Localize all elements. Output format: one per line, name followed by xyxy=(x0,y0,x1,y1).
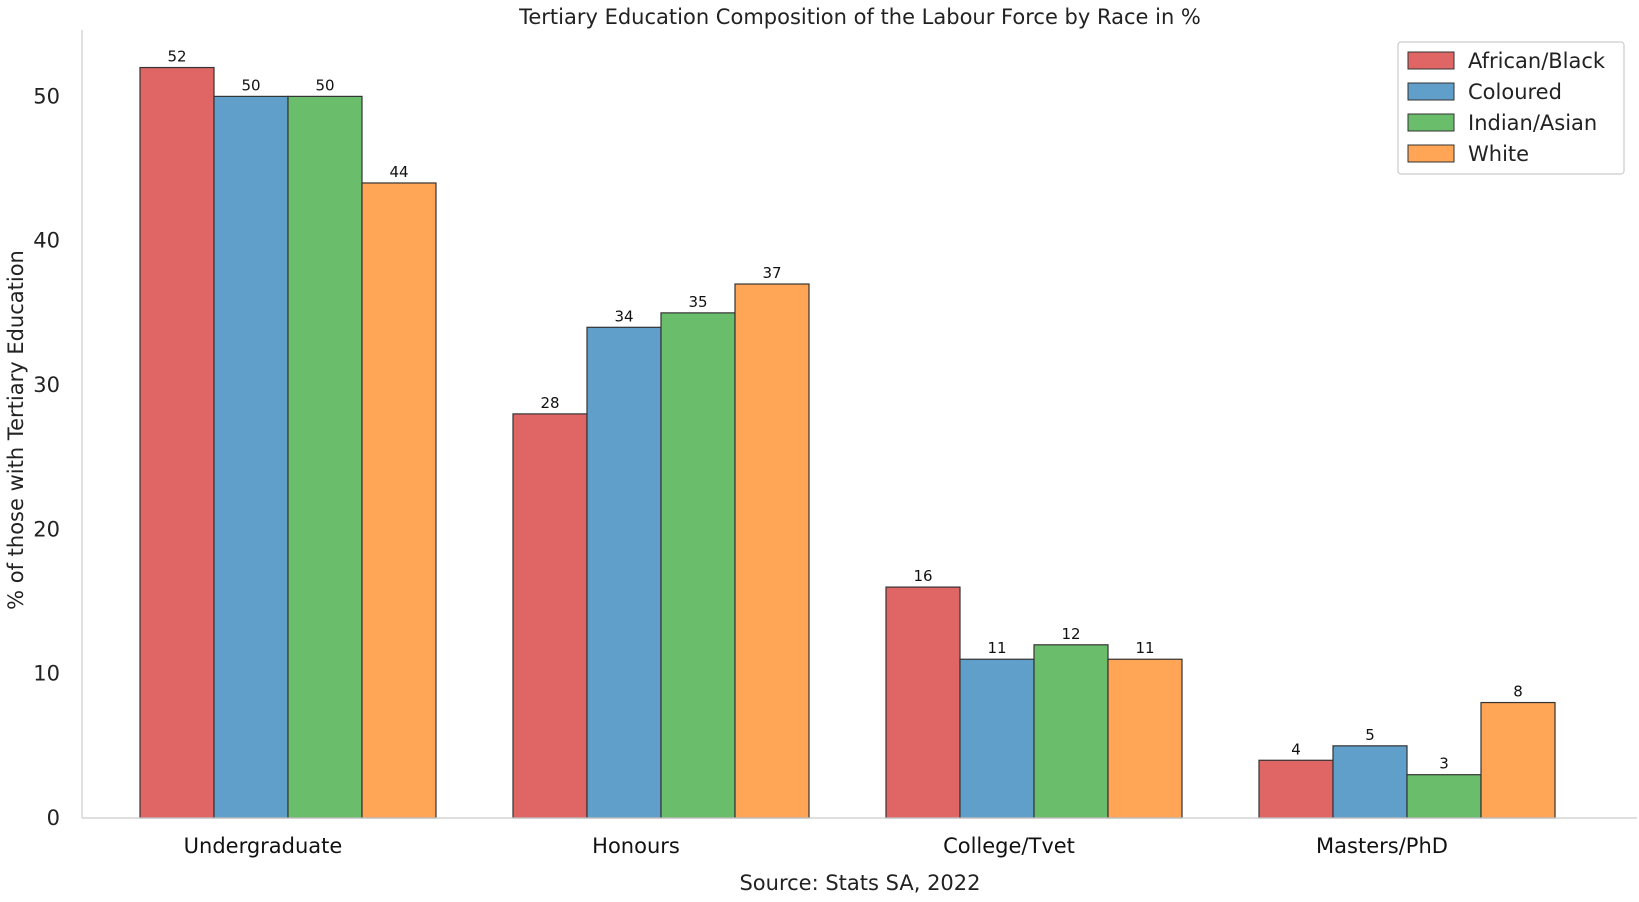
bar-white-college-tvet xyxy=(1107,658,1183,819)
bar-coloured-undergraduate xyxy=(213,95,289,819)
data-label: 5 xyxy=(1365,726,1375,744)
x-tick-label: Honours xyxy=(592,834,680,858)
bar-african-black-masters-phd xyxy=(1258,759,1334,819)
data-label: 52 xyxy=(167,48,186,66)
data-label: 4 xyxy=(1291,740,1301,758)
y-axis-title: % of those with Tertiary Education xyxy=(4,250,28,610)
y-axis-ticks: 0 10 20 30 40 50 xyxy=(33,84,60,830)
y-tick-label: 0 xyxy=(47,806,60,830)
legend-frame xyxy=(1397,41,1625,175)
data-label: 50 xyxy=(241,76,260,94)
data-label: 8 xyxy=(1513,683,1523,701)
y-tick-label: 50 xyxy=(33,84,60,108)
data-label: 44 xyxy=(389,163,408,181)
y-tick-label: 30 xyxy=(33,373,60,397)
y-tick-label: 40 xyxy=(33,229,60,253)
bar-white-undergraduate xyxy=(361,182,437,819)
bar-indian-asian-undergraduate xyxy=(287,95,363,819)
data-label: 35 xyxy=(688,293,707,311)
x-tick-label: College/Tvet xyxy=(943,834,1075,858)
x-axis-title: Source: Stats SA, 2022 xyxy=(739,871,980,895)
y-tick-label: 20 xyxy=(33,517,60,541)
bar-african-black-undergraduate xyxy=(139,66,215,819)
data-labels-group: 52 50 50 44 28 34 35 37 16 11 12 11 4 5 3 8 xyxy=(167,48,1522,773)
legend-label: Indian/Asian xyxy=(1468,111,1597,135)
legend-label: White xyxy=(1468,142,1529,166)
data-label: 16 xyxy=(913,567,932,585)
y-tick-label: 10 xyxy=(33,662,60,686)
legend-swatch xyxy=(1407,82,1455,101)
data-label: 34 xyxy=(614,307,633,325)
bar-african-black-honours xyxy=(512,413,588,819)
data-label: 50 xyxy=(315,76,334,94)
data-label: 11 xyxy=(987,639,1006,657)
data-label: 28 xyxy=(540,394,559,412)
legend-swatch xyxy=(1407,144,1455,163)
chart-title: Tertiary Education Composition of the La… xyxy=(518,5,1201,29)
bar-coloured-honours xyxy=(586,326,662,819)
data-label: 11 xyxy=(1135,639,1154,657)
legend-label: Coloured xyxy=(1468,80,1562,104)
bar-white-honours xyxy=(734,283,810,819)
x-tick-label: Masters/PhD xyxy=(1316,834,1448,858)
legend-label: African/Black xyxy=(1468,49,1606,73)
bar-indian-asian-masters-phd xyxy=(1406,774,1482,819)
bar-coloured-college-tvet xyxy=(959,658,1035,819)
data-label: 3 xyxy=(1439,755,1449,773)
legend-swatch xyxy=(1407,51,1455,70)
bars-group xyxy=(139,66,1556,819)
x-tick-label: Undergraduate xyxy=(184,834,343,858)
category-labels-group: Undergraduate Honours College/Tvet Masters/… xyxy=(184,834,1448,858)
data-label: 37 xyxy=(762,264,781,282)
bar-coloured-masters-phd xyxy=(1332,745,1408,819)
bar-indian-asian-college-tvet xyxy=(1033,644,1109,819)
legend-swatch xyxy=(1407,113,1455,132)
data-label: 12 xyxy=(1061,625,1080,643)
bar-indian-asian-honours xyxy=(660,312,736,819)
legend: African/Black Coloured Indian/Asian White xyxy=(1397,41,1625,175)
bar-white-masters-phd xyxy=(1480,701,1556,819)
bar-african-black-college-tvet xyxy=(885,586,961,819)
